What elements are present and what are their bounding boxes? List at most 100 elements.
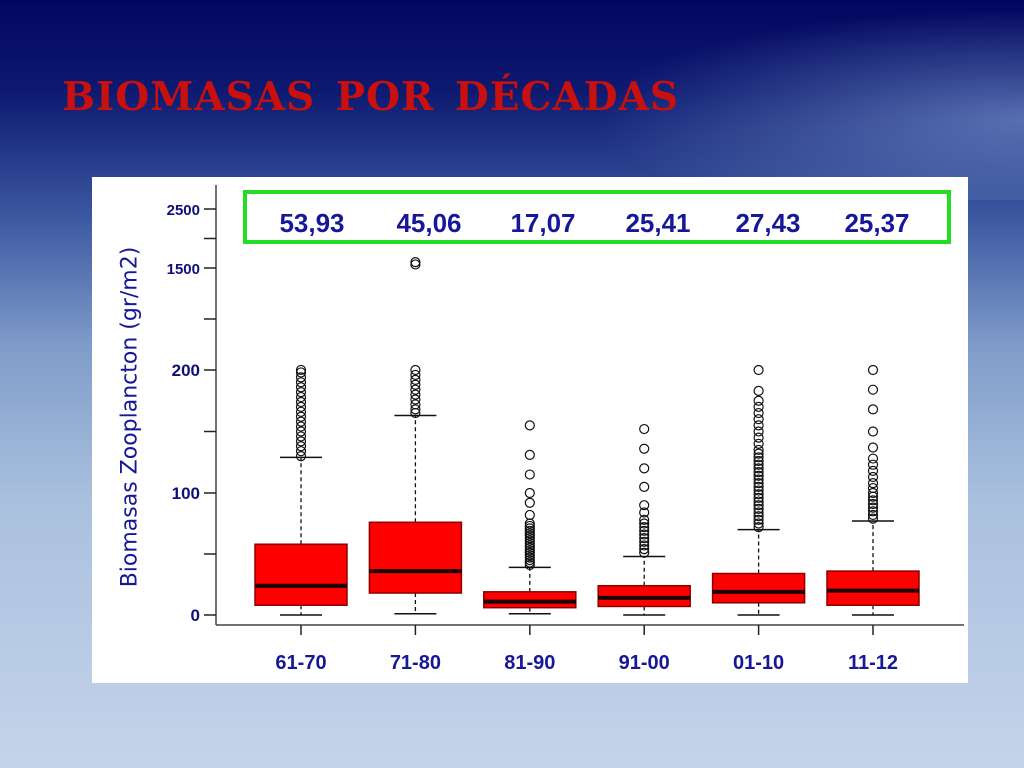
- outlier-point: [867, 478, 879, 489]
- mean-value-label: 27,43: [735, 208, 800, 238]
- outlier-point: [295, 441, 307, 452]
- outlier-point: [410, 384, 421, 395]
- outlier-point: [867, 465, 879, 476]
- outlier-point: [753, 522, 764, 533]
- outlier-point: [753, 385, 764, 397]
- slide-title: Biomasas por décadas: [62, 58, 679, 124]
- outlier-point: [295, 451, 307, 462]
- highlight-box: [243, 190, 951, 244]
- outlier-point: [753, 511, 764, 522]
- boxplot-chart: 0 100 200 1500 2500 61-70 71-80 81-90 91-00 01-10…: [167, 185, 964, 674]
- outlier-point: [639, 547, 650, 558]
- outlier-point: [639, 463, 650, 474]
- y-tick-label: 100: [172, 484, 200, 503]
- x-tick-label: 81-90: [504, 652, 555, 674]
- outlier-point: [753, 452, 764, 463]
- outlier-point: [295, 367, 307, 378]
- outlier-point: [639, 507, 650, 518]
- outlier-point: [753, 407, 764, 419]
- outlier-point: [753, 459, 764, 470]
- outlier-point: [867, 502, 879, 513]
- outlier-point: [295, 431, 307, 442]
- outlier-point: [753, 432, 764, 443]
- outlier-point: [410, 369, 421, 381]
- outlier-point: [295, 406, 307, 417]
- outlier-point: [639, 533, 650, 544]
- outlier-point: [410, 374, 421, 385]
- y-tick-label: 1500: [167, 261, 200, 278]
- x-tick-label: 71-80: [390, 652, 441, 674]
- outlier-point: [524, 535, 535, 546]
- outlier-point: [524, 509, 535, 521]
- outlier-point: [867, 495, 879, 506]
- outlier-point: [867, 487, 879, 499]
- outlier-point: [753, 438, 764, 449]
- outlier-point: [753, 426, 764, 437]
- outlier-point: [524, 552, 535, 563]
- outlier-point: [753, 478, 764, 489]
- outlier-point: [524, 542, 535, 553]
- outlier-point: [639, 536, 650, 547]
- outlier-point: [753, 455, 764, 467]
- outlier-point: [867, 442, 879, 453]
- outlier-point: [524, 497, 535, 508]
- outlier-point: [295, 401, 307, 412]
- outlier-point: [753, 503, 764, 514]
- outlier-point: [524, 528, 535, 539]
- outlier-point: [524, 487, 535, 499]
- box-61-70: [254, 543, 348, 606]
- y-tick-label: 200: [172, 361, 200, 380]
- outlier-point: [753, 414, 764, 425]
- outlier-point: [753, 507, 764, 518]
- outlier-point: [410, 389, 421, 400]
- outlier-point: [753, 489, 764, 500]
- y-axis-label-container: Biomasas Zooplancton (gr/m2): [92, 177, 168, 657]
- mean-value-label: 25,41: [625, 208, 690, 238]
- outlier-point: [753, 448, 764, 459]
- outlier-point: [295, 416, 307, 427]
- outlier-point: [410, 364, 421, 376]
- outlier-point: [524, 525, 535, 536]
- outlier-point: [410, 404, 421, 415]
- outlier-point: [639, 522, 650, 533]
- outlier-point: [867, 471, 879, 483]
- outlier-point: [753, 492, 764, 503]
- outlier-point: [867, 509, 879, 521]
- outlier-point: [867, 459, 879, 470]
- outlier-point: [867, 384, 879, 395]
- outlier-point: [295, 372, 307, 383]
- outlier-point: [295, 396, 307, 408]
- outlier-point: [867, 513, 879, 524]
- outlier-point: [524, 540, 535, 551]
- outlier-point: [753, 420, 764, 431]
- outlier-point: [524, 530, 535, 541]
- outlier-point: [753, 401, 764, 412]
- y-tick-label: 0: [191, 606, 200, 625]
- outlier-point: [524, 537, 535, 549]
- outlier-point: [524, 559, 535, 571]
- outlier-point: [524, 555, 535, 566]
- outlier-point: [524, 545, 535, 556]
- outlier-point: [639, 443, 650, 454]
- box-71-80: [368, 521, 463, 594]
- outlier-point: [524, 420, 535, 431]
- outlier-point: [753, 518, 764, 529]
- outlier-point: [524, 469, 535, 480]
- outlier-point: [410, 399, 421, 410]
- outlier-point: [295, 421, 307, 432]
- outlier-point: [295, 426, 307, 437]
- outlier-point: [753, 496, 764, 507]
- y-axis-label: Biomasas Zooplancton (gr/m2): [117, 246, 143, 588]
- y-tick-label: 2500: [167, 202, 200, 219]
- mean-value-label: 17,07: [510, 208, 575, 238]
- outlier-point: [753, 395, 764, 406]
- outlier-point: [295, 387, 307, 398]
- x-tick-label: 91-00: [619, 652, 670, 674]
- outlier-point: [753, 444, 764, 456]
- outlier-point: [524, 533, 535, 544]
- outlier-point: [867, 364, 879, 376]
- outlier-point: [753, 474, 764, 485]
- outlier-point: [410, 394, 421, 405]
- outlier-point: [753, 463, 764, 474]
- outlier-point: [295, 377, 307, 388]
